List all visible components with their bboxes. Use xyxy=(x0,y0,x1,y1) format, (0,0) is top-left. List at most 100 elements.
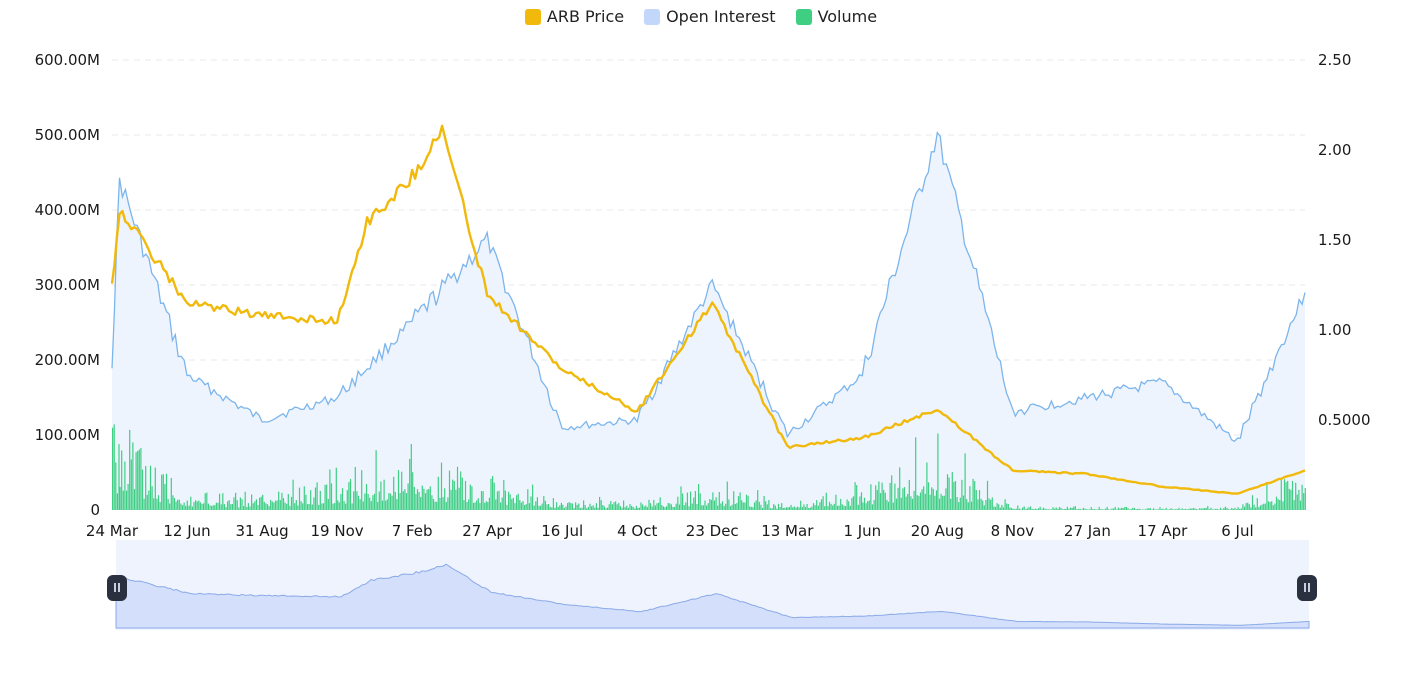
volume-bar xyxy=(1111,508,1113,510)
volume-bar xyxy=(1033,509,1035,510)
volume-bar xyxy=(701,505,703,510)
volume-bar xyxy=(970,501,973,510)
volume-bar xyxy=(130,459,132,510)
volume-bar xyxy=(511,499,513,510)
volume-bar xyxy=(418,492,420,510)
volume-bar xyxy=(1189,508,1191,510)
legend-item-arb-price[interactable]: ARB Price xyxy=(524,7,624,26)
navigator-left-handle[interactable] xyxy=(107,575,127,601)
volume-bar xyxy=(190,496,192,510)
volume-bar xyxy=(1266,483,1268,510)
volume-bar xyxy=(1220,507,1222,510)
y-right-tick-label: 1.00 xyxy=(1318,321,1351,339)
volume-bar xyxy=(731,504,733,510)
volume-bar xyxy=(1018,508,1020,510)
x-axis: 24 Mar 12 Jun 31 Aug 19 Nov 7 Feb 27 Apr 16 Ju… xyxy=(86,522,1254,540)
volume-bar xyxy=(284,502,286,510)
volume-bar xyxy=(985,500,987,510)
volume-bar xyxy=(910,496,912,510)
volume-bar xyxy=(726,481,728,510)
volume-bar xyxy=(784,507,786,510)
legend-swatch-open-interest xyxy=(644,8,661,25)
navigator[interactable] xyxy=(115,540,1310,630)
volume-bar xyxy=(512,497,514,510)
volume-bar xyxy=(1251,495,1254,510)
volume-bar xyxy=(774,505,776,510)
volume-bar xyxy=(998,504,1000,510)
volume-bar xyxy=(349,479,352,510)
volume-bar xyxy=(902,488,904,510)
volume-bar xyxy=(913,490,915,510)
volume-bar xyxy=(690,491,692,510)
volume-bar xyxy=(870,484,872,510)
volume-bar xyxy=(1258,507,1260,510)
volume-bar xyxy=(1298,489,1300,510)
volume-bar xyxy=(899,467,901,510)
volume-bar xyxy=(1176,509,1178,510)
volume-bar xyxy=(1017,505,1019,510)
volume-bar xyxy=(1022,507,1024,510)
volume-bar xyxy=(710,499,712,510)
volume-bar xyxy=(951,472,953,510)
volume-bar xyxy=(357,495,360,510)
volume-bar xyxy=(1137,509,1139,510)
volume-bar xyxy=(490,478,492,510)
volume-bar xyxy=(734,504,736,510)
legend-item-open-interest[interactable]: Open Interest xyxy=(644,7,776,26)
volume-bar xyxy=(624,507,626,510)
volume-bar xyxy=(1042,507,1044,510)
volume-bar xyxy=(1066,506,1068,510)
volume-bar xyxy=(532,484,534,510)
volume-bar xyxy=(1006,503,1008,510)
volume-bar xyxy=(434,501,436,510)
volume-bar xyxy=(257,505,259,510)
volume-bar xyxy=(1093,509,1095,510)
volume-bar xyxy=(133,489,136,510)
volume-bar xyxy=(916,495,918,510)
volume-bar xyxy=(584,505,586,510)
volume-bar xyxy=(638,507,640,510)
volume-bar xyxy=(389,493,392,510)
volume-bar xyxy=(536,497,538,510)
volume-bar xyxy=(1229,509,1231,510)
volume-bar xyxy=(340,494,342,510)
volume-bar xyxy=(300,501,302,510)
volume-bar xyxy=(926,462,928,510)
volume-bar xyxy=(615,501,617,510)
volume-bar xyxy=(1084,508,1086,510)
legend-item-volume[interactable]: Volume xyxy=(795,7,877,26)
volume-bar xyxy=(962,495,965,510)
volume-bar xyxy=(1285,482,1287,510)
volume-bar xyxy=(980,498,982,510)
volume-bar xyxy=(468,499,470,510)
volume-bar xyxy=(876,489,878,510)
volume-bar xyxy=(586,508,588,510)
volume-bar xyxy=(994,506,997,510)
volume-bar xyxy=(530,496,532,510)
volume-bar xyxy=(276,500,278,510)
volume-bar xyxy=(461,477,463,510)
volume-bar xyxy=(1277,499,1279,510)
volume-bar xyxy=(525,504,527,510)
volume-bar xyxy=(1028,507,1030,510)
volume-bar xyxy=(843,505,845,510)
volume-bar xyxy=(781,503,783,510)
volume-bar xyxy=(1192,508,1194,510)
volume-bar xyxy=(329,469,331,510)
volume-bar xyxy=(538,505,540,510)
volume-bar xyxy=(929,494,931,510)
volume-bar xyxy=(151,486,153,510)
volume-bar xyxy=(274,500,277,510)
volume-bar xyxy=(946,474,949,510)
volume-bar xyxy=(1014,509,1016,510)
volume-bar xyxy=(796,506,799,510)
volume-bar xyxy=(327,498,329,510)
volume-bar xyxy=(806,504,808,510)
volume-bar xyxy=(500,502,502,510)
navigator-right-handle[interactable] xyxy=(1297,575,1317,601)
volume-bar xyxy=(1159,507,1161,510)
volume-bar xyxy=(243,506,245,510)
volume-bar xyxy=(599,496,601,510)
volume-bar xyxy=(1253,504,1255,510)
volume-bar xyxy=(1130,508,1132,510)
